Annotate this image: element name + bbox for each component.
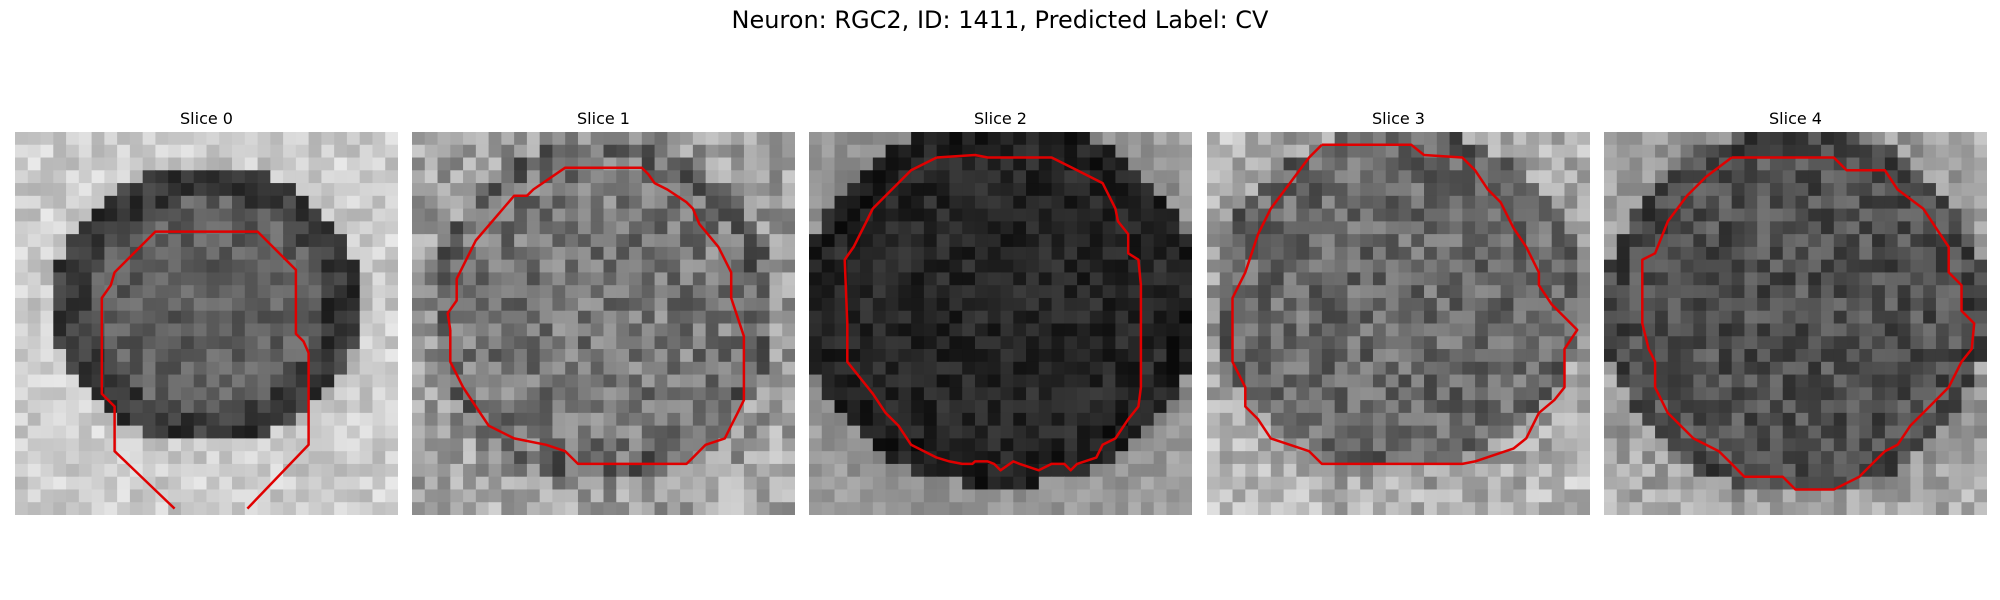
panel-title: Slice 1	[577, 109, 630, 128]
panel-slice-3: Slice 3	[1207, 108, 1590, 515]
figure-title: Neuron: RGC2, ID: 1411, Predicted Label:…	[731, 6, 1269, 34]
panel-slice-4: Slice 4	[1604, 108, 1987, 515]
panel-title: Slice 2	[974, 109, 1027, 128]
microscopy-image	[1604, 132, 1987, 515]
panel-slice-1: Slice 1	[412, 108, 795, 515]
panel-title: Slice 0	[180, 109, 233, 128]
segmentation-contour	[446, 166, 746, 466]
panel-slice-2: Slice 2	[809, 108, 1192, 515]
segmentation-contour	[100, 230, 310, 510]
microscopy-image	[809, 132, 1192, 515]
segmentation-contour	[1231, 143, 1579, 466]
segmentation-contour	[1641, 156, 1976, 491]
segmentation-contour	[843, 153, 1143, 472]
microscopy-image	[15, 132, 398, 515]
microscopy-image	[412, 132, 795, 515]
panel-title: Slice 4	[1769, 109, 1822, 128]
microscopy-image	[1207, 132, 1590, 515]
panel-slice-0: Slice 0	[15, 108, 398, 515]
panel-title: Slice 3	[1372, 109, 1425, 128]
